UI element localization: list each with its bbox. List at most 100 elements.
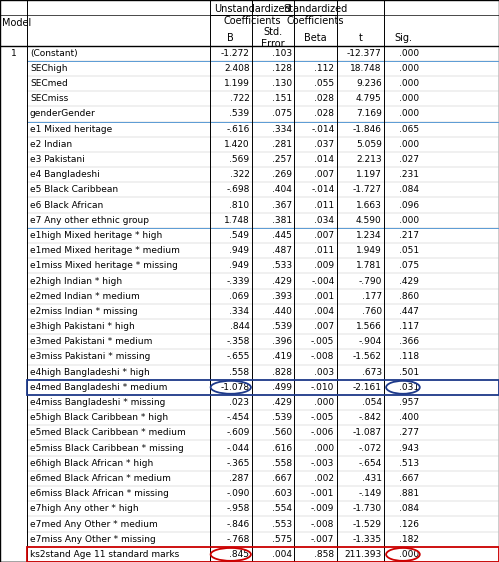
Text: .844: .844 [230, 322, 250, 331]
Text: 1.949: 1.949 [356, 246, 382, 255]
Text: .533: .533 [272, 261, 292, 270]
Text: e5 Black Caribbean: e5 Black Caribbean [30, 185, 118, 194]
Text: .429: .429 [272, 277, 292, 285]
Text: .034: .034 [314, 216, 334, 225]
Text: Unstandardized
Coefficients: Unstandardized Coefficients [214, 4, 290, 26]
Text: .000: .000 [399, 140, 419, 149]
Text: -.009: -.009 [311, 504, 334, 513]
Text: .128: .128 [272, 64, 292, 73]
Text: e6med Black African * medium: e6med Black African * medium [30, 474, 171, 483]
Text: .499: .499 [272, 383, 292, 392]
Text: .828: .828 [272, 368, 292, 377]
Text: .558: .558 [272, 459, 292, 468]
Text: 7.169: 7.169 [356, 110, 382, 119]
Text: e3miss Pakistani * missing: e3miss Pakistani * missing [30, 352, 150, 361]
Text: .860: .860 [399, 292, 419, 301]
Text: .322: .322 [230, 170, 250, 179]
Text: .075: .075 [272, 110, 292, 119]
Text: -1.078: -1.078 [221, 383, 250, 392]
Text: Beta: Beta [304, 33, 327, 43]
Text: 1.420: 1.420 [224, 140, 250, 149]
Text: e1high Mixed heritage * high: e1high Mixed heritage * high [30, 231, 162, 240]
Text: .487: .487 [272, 246, 292, 255]
Text: 1.663: 1.663 [356, 201, 382, 210]
Text: .575: .575 [272, 534, 292, 543]
Text: .429: .429 [272, 398, 292, 407]
Text: .501: .501 [399, 368, 419, 377]
Text: -.654: -.654 [358, 459, 382, 468]
Text: -.090: -.090 [226, 489, 250, 498]
Text: .000: .000 [314, 398, 334, 407]
Bar [27, 380, 499, 395]
Text: .616: .616 [272, 443, 292, 452]
Text: .000: .000 [399, 216, 419, 225]
Text: .554: .554 [272, 504, 292, 513]
Text: 4.590: 4.590 [356, 216, 382, 225]
Text: .117: .117 [399, 322, 419, 331]
Bar [27, 547, 499, 562]
Text: e2 Indian: e2 Indian [30, 140, 72, 149]
Text: -.609: -.609 [226, 428, 250, 437]
Text: e2med Indian * medium: e2med Indian * medium [30, 292, 140, 301]
Text: .440: .440 [272, 307, 292, 316]
Text: .845: .845 [230, 550, 250, 559]
Text: -.339: -.339 [226, 277, 250, 285]
Text: e6miss Black African * missing: e6miss Black African * missing [30, 489, 169, 498]
Text: .949: .949 [230, 246, 250, 255]
Text: .096: .096 [399, 201, 419, 210]
Text: .014: .014 [314, 155, 334, 164]
Text: e1med Mixed heritage * medium: e1med Mixed heritage * medium [30, 246, 180, 255]
Text: e5med Black Caribbean * medium: e5med Black Caribbean * medium [30, 428, 186, 437]
Text: e3med Pakistani * medium: e3med Pakistani * medium [30, 337, 152, 346]
Text: e4med Bangladeshi * medium: e4med Bangladeshi * medium [30, 383, 167, 392]
Text: -.014: -.014 [311, 185, 334, 194]
Text: (Constant): (Constant) [30, 49, 77, 58]
Text: .130: .130 [272, 79, 292, 88]
Text: .943: .943 [399, 443, 419, 452]
Text: .009: .009 [314, 261, 334, 270]
Text: .003: .003 [314, 368, 334, 377]
Text: .558: .558 [230, 368, 250, 377]
Text: .000: .000 [399, 550, 419, 559]
Text: -1.272: -1.272 [221, 49, 250, 58]
Text: -.003: -.003 [311, 459, 334, 468]
Text: .949: .949 [230, 261, 250, 270]
Text: .429: .429 [399, 277, 419, 285]
Text: 18.748: 18.748 [350, 64, 382, 73]
Text: 2.213: 2.213 [356, 155, 382, 164]
Text: -.010: -.010 [311, 383, 334, 392]
Text: .366: .366 [399, 337, 419, 346]
Text: .084: .084 [399, 185, 419, 194]
Text: -.358: -.358 [226, 337, 250, 346]
Text: SECmed: SECmed [30, 79, 68, 88]
Text: .673: .673 [362, 368, 382, 377]
Text: Sig.: Sig. [394, 33, 412, 43]
Text: -.655: -.655 [226, 352, 250, 361]
Text: .004: .004 [314, 307, 334, 316]
Text: .000: .000 [399, 94, 419, 103]
Text: -.001: -.001 [311, 489, 334, 498]
Text: .028: .028 [314, 110, 334, 119]
Text: .400: .400 [399, 413, 419, 422]
Text: -.842: -.842 [359, 413, 382, 422]
Text: .112: .112 [314, 64, 334, 73]
Text: Std.
Error: Std. Error [261, 27, 285, 49]
Text: .334: .334 [272, 125, 292, 134]
Text: 5.059: 5.059 [356, 140, 382, 149]
Text: .231: .231 [399, 170, 419, 179]
Text: e1 Mixed heritage: e1 Mixed heritage [30, 125, 112, 134]
Text: e7miss Any Other * missing: e7miss Any Other * missing [30, 534, 156, 543]
Text: 9.236: 9.236 [356, 79, 382, 88]
Text: -2.161: -2.161 [353, 383, 382, 392]
Text: .722: .722 [230, 94, 250, 103]
Text: e7high Any other * high: e7high Any other * high [30, 504, 139, 513]
Text: -.004: -.004 [311, 277, 334, 285]
Text: .037: .037 [314, 140, 334, 149]
Text: 1.781: 1.781 [356, 261, 382, 270]
Text: .177: .177 [362, 292, 382, 301]
Text: .560: .560 [272, 428, 292, 437]
Text: e4high Bangladeshi * high: e4high Bangladeshi * high [30, 368, 150, 377]
Text: .084: .084 [399, 504, 419, 513]
Text: -1.562: -1.562 [353, 352, 382, 361]
Text: -1.846: -1.846 [353, 125, 382, 134]
